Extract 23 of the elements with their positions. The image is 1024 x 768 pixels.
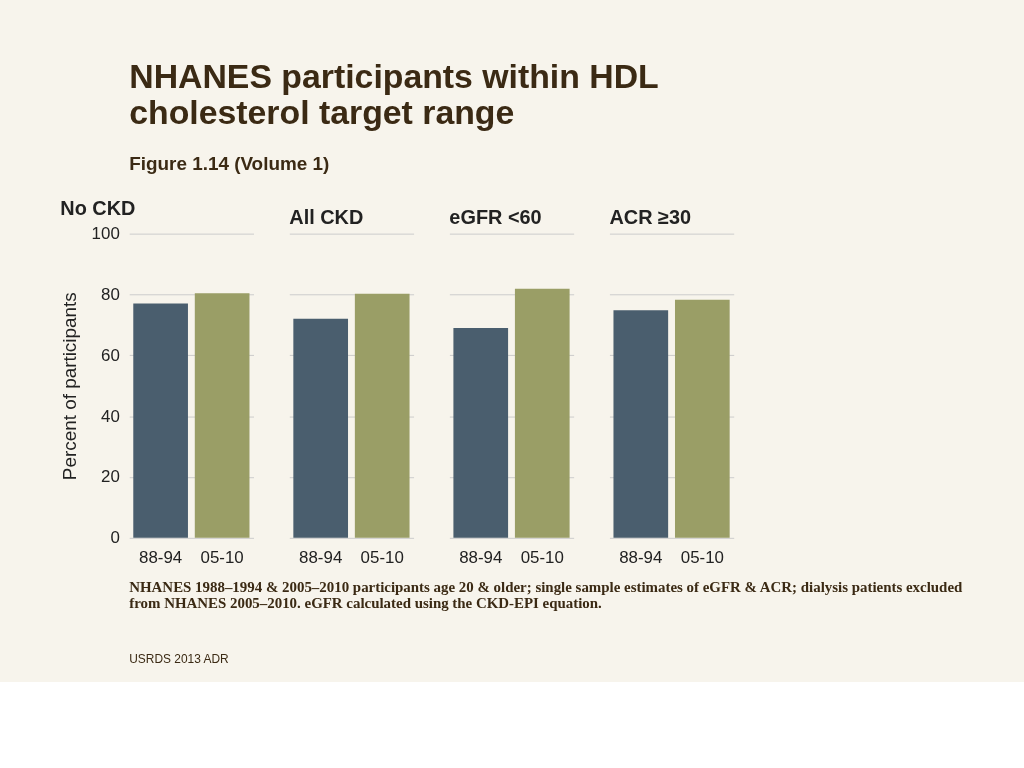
chart-title: No CKD: [60, 196, 136, 219]
y-axis-title: Percent of participants: [58, 292, 80, 481]
x-tick-label: 88-94: [299, 548, 343, 568]
chart-title: eGFR <60: [449, 205, 542, 228]
x-tick-label: 05-10: [680, 548, 724, 568]
x-tick-label: 88-94: [139, 548, 183, 568]
x-tick-label: 88-94: [619, 548, 663, 568]
text: NHANES 1988–1994 & 2005–2010 participants age 20 & older; single sample estimates of eGFR & ACR; dialysis patients excluded from NHANES 2005–2010. eGFR calculated using the CKD-EPI equation.: [129, 578, 964, 612]
caption: Figure 1.14 (Volume 1): [129, 153, 330, 174]
x-tick-label: 05-10: [200, 548, 244, 568]
y-tick-label: 40: [101, 406, 120, 426]
chart-title: All CKD: [289, 205, 364, 228]
y-tick-label: 20: [101, 467, 120, 487]
y-tick-label: 60: [101, 345, 120, 365]
y-tick-label: 0: [110, 528, 120, 548]
x-tick-label: 05-10: [360, 548, 404, 568]
y-tick-label: 100: [91, 224, 120, 244]
text: NHANES participants within HDL cholesterol target range: [129, 57, 659, 132]
text: USRDS 2013 ADR: [129, 652, 230, 667]
chart-title: ACR ≥30: [609, 205, 692, 228]
y-tick-label: 80: [101, 284, 120, 304]
x-tick-label: 88-94: [459, 548, 503, 568]
x-tick-label: 05-10: [520, 548, 564, 568]
